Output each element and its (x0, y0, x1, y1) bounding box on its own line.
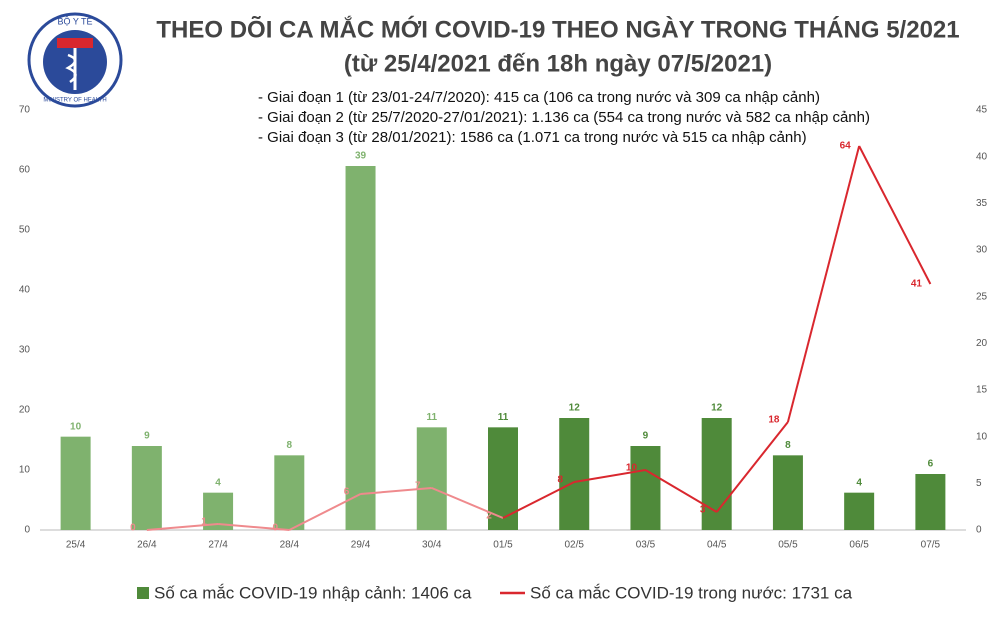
bar (630, 446, 661, 530)
bar (203, 492, 234, 530)
line-value-label: 64 (840, 141, 852, 152)
line-value-label: 3 (700, 505, 706, 516)
x-tick-label: 30/4 (422, 540, 442, 551)
bar (701, 418, 732, 530)
legend-label: Số ca mắc COVID-19 trong nước: 1731 ca (530, 583, 853, 602)
line-segment (431, 487, 504, 519)
logo-flag (57, 38, 93, 48)
x-tick-label: 29/4 (351, 540, 371, 551)
line-value-label: 41 (911, 279, 923, 290)
annotation: - Giai đoạn 3 (từ 28/01/2021): 1586 ca (… (258, 129, 807, 146)
bar-value-label: 8 (785, 440, 791, 451)
line-segment (146, 523, 219, 531)
y-tick-label: 40 (19, 285, 31, 296)
x-tick-label: 27/4 (208, 540, 228, 551)
y-tick-label: 20 (19, 405, 31, 416)
bar-value-label: 11 (498, 412, 509, 423)
line-segment (288, 493, 361, 531)
logo-bottom: MINISTRY OF HEALTH (43, 98, 106, 104)
line-value-label: 8 (557, 475, 563, 486)
y2-tick-label: 15 (976, 385, 988, 396)
y2-tick-label: 40 (976, 151, 988, 162)
line-segment (574, 469, 646, 483)
line-segment (217, 523, 290, 531)
bar (131, 446, 162, 530)
bar (274, 455, 305, 530)
x-tick-label: 03/5 (636, 540, 656, 551)
chart-subtitle: (từ 25/4/2021 đến 18h ngày 07/5/2021) (344, 50, 772, 77)
line-value-label: 7 (415, 481, 421, 492)
bar-value-label: 4 (856, 477, 862, 488)
x-tick-label: 25/4 (66, 540, 86, 551)
line-value-label: 0 (273, 523, 279, 534)
x-tick-label: 01/5 (493, 540, 513, 551)
logo: BỘ Y TẾ MINISTRY OF HEALTH (27, 12, 123, 108)
y2-tick-label: 5 (976, 478, 982, 489)
x-tick-label: 06/5 (849, 540, 869, 551)
bar-value-label: 12 (711, 403, 723, 414)
annotation: - Giai đoạn 1 (từ 23/01-24/7/2020): 415 … (258, 89, 820, 106)
logo-top: BỘ Y TẾ (57, 16, 92, 26)
line-value-label: 2 (486, 511, 492, 522)
y-tick-label: 30 (19, 345, 31, 356)
x-tick-label: 07/5 (921, 540, 941, 551)
bar-value-label: 4 (215, 477, 221, 488)
y2-tick-label: 35 (976, 198, 988, 209)
bar (345, 166, 376, 530)
line-segment (858, 145, 932, 285)
legend-swatch (137, 587, 149, 599)
line-segment (715, 421, 789, 513)
bar-value-label: 39 (355, 151, 367, 162)
bar (416, 427, 447, 530)
line-segment (786, 145, 861, 423)
y-tick-label: 50 (19, 225, 31, 236)
bar (915, 474, 946, 530)
legend-label: Số ca mắc COVID-19 nhập cảnh: 1406 ca (154, 583, 472, 602)
bar-value-label: 10 (70, 421, 82, 432)
line-value-label: 10 (626, 463, 638, 474)
y2-tick-label: 25 (976, 291, 988, 302)
y2-tick-label: 20 (976, 338, 988, 349)
line-value-label: 18 (768, 415, 780, 426)
y-tick-label: 60 (19, 165, 31, 176)
bar-value-label: 8 (287, 440, 293, 451)
y2-tick-label: 10 (976, 431, 988, 442)
y2-tick-label: 45 (976, 105, 988, 116)
x-tick-label: 04/5 (707, 540, 727, 551)
line-value-label: 1 (201, 517, 207, 528)
y-tick-label: 0 (24, 525, 30, 536)
bar-value-label: 12 (569, 403, 581, 414)
y2-tick-label: 0 (976, 525, 982, 536)
bar-value-label: 9 (144, 431, 150, 442)
bar (844, 492, 875, 530)
y-tick-label: 70 (19, 105, 31, 116)
bar-value-label: 6 (928, 459, 934, 470)
bar-value-label: 9 (643, 431, 649, 442)
bar (559, 418, 590, 530)
line-segment (502, 481, 575, 519)
y-tick-label: 10 (19, 465, 31, 476)
line-value-label: 0 (130, 523, 136, 534)
bar-value-label: 11 (426, 412, 437, 423)
annotation: - Giai đoạn 2 (từ 25/7/2020-27/01/2021):… (258, 109, 870, 126)
line-value-label: 6 (344, 487, 350, 498)
x-tick-label: 26/4 (137, 540, 157, 551)
logo-snake (65, 53, 77, 84)
bar (772, 455, 803, 530)
x-tick-label: 02/5 (564, 540, 584, 551)
line-segment (644, 469, 718, 513)
bar (60, 436, 91, 530)
line-segment (360, 487, 432, 495)
x-tick-label: 28/4 (280, 540, 300, 551)
chart-title: THEO DÕI CA MẮC MỚI COVID-19 THEO NGÀY T… (156, 15, 959, 43)
y2-tick-label: 30 (976, 245, 988, 256)
x-tick-label: 05/5 (778, 540, 798, 551)
